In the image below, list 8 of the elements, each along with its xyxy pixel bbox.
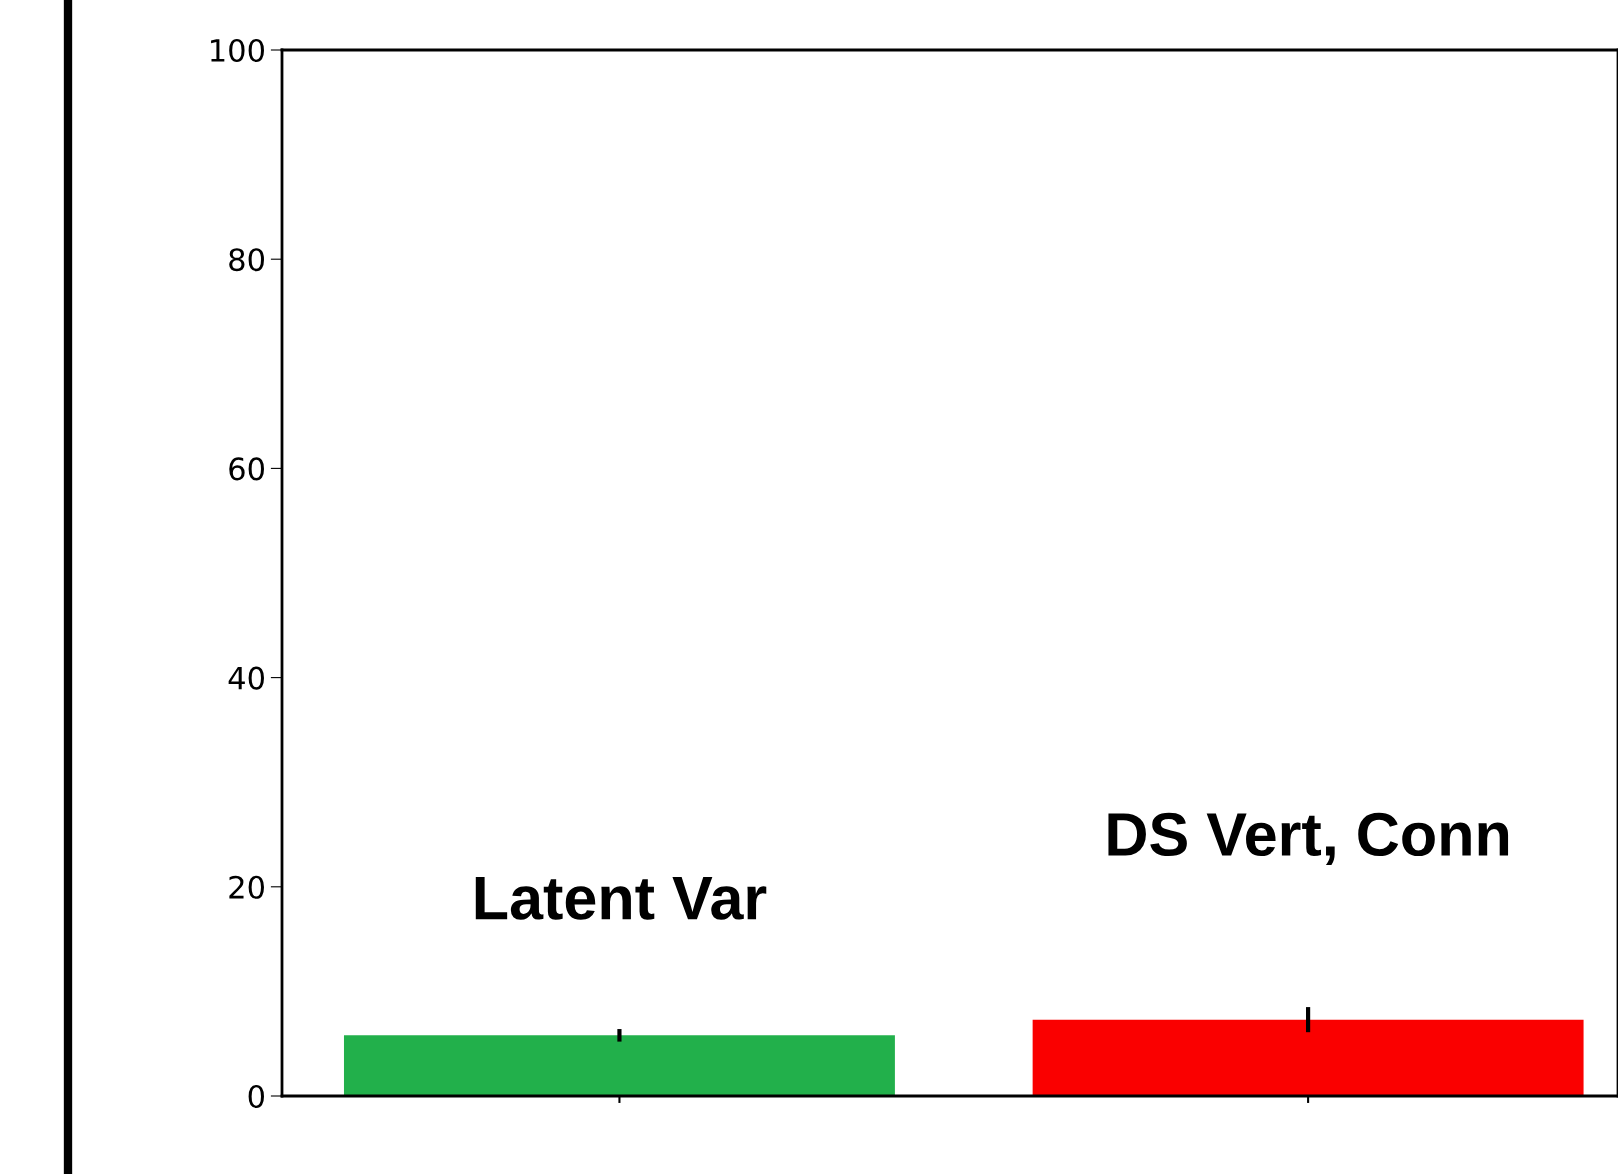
y-tick-label: 40 [228, 666, 264, 690]
y-tick-label: 100 [211, 38, 264, 63]
x-tick-label: Latent Var [475, 877, 767, 920]
x-tick-label: DS Vert, Conn [1108, 812, 1509, 865]
y-tick-label: 0 [248, 1084, 264, 1109]
y-tick-label: 20 [229, 875, 264, 899]
y-tick-label: 80 [229, 248, 264, 272]
y-tick-label: 60 [229, 457, 264, 481]
